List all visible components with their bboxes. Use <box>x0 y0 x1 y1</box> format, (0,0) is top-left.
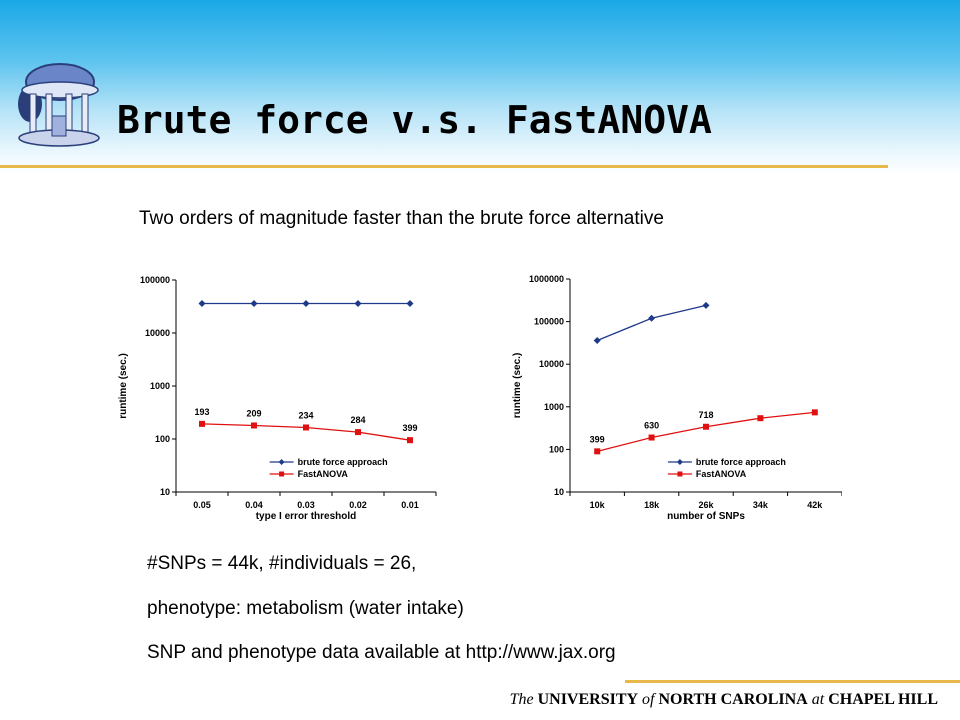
fastanova-point <box>594 448 601 455</box>
phenotype-note: phenotype: metabolism (water intake) <box>147 598 464 619</box>
brute-point <box>406 300 414 308</box>
x-tick-label: 26k <box>698 500 714 510</box>
y-tick-label: 1000 <box>150 381 170 391</box>
data-label: 718 <box>698 410 713 420</box>
brute-point <box>702 301 710 309</box>
university-footer: The UNIVERSITY of NORTH CAROLINA at CHAP… <box>510 691 938 709</box>
fastanova-point <box>355 429 361 436</box>
slide-title: Brute force v.s. FastANOVA <box>117 98 712 142</box>
legend-label: FastANOVA <box>298 469 349 479</box>
footer-at: at <box>811 691 825 708</box>
brute-point <box>354 300 362 308</box>
x-axis-label: number of SNPs <box>667 511 745 522</box>
footer-nc: NORTH CAROLINA <box>658 691 808 708</box>
y-tick-label: 1000 <box>544 402 564 412</box>
y-tick-label: 100000 <box>534 317 564 327</box>
legend-label: FastANOVA <box>696 469 747 479</box>
y-tick-label: 100000 <box>140 275 170 285</box>
footer-the: The <box>509 691 534 708</box>
y-tick-label: 100 <box>549 444 564 454</box>
y-tick-label: 10 <box>554 487 564 497</box>
series-line-brute <box>596 304 707 342</box>
data-label: 234 <box>298 410 313 420</box>
data-label: 193 <box>194 407 209 417</box>
x-axis-label: type I error threshold <box>256 511 357 522</box>
y-tick-label: 10 <box>160 487 170 497</box>
data-label: 209 <box>246 408 261 418</box>
y-tick-label: 10000 <box>145 328 170 338</box>
fastanova-point <box>703 423 709 430</box>
old-well-logo <box>18 63 100 147</box>
legend-marker <box>676 459 683 465</box>
data-label: 399 <box>402 423 417 433</box>
brute-point <box>648 314 656 322</box>
dataset-note: #SNPs = 44k, #individuals = 26, <box>147 553 417 574</box>
data-label: 630 <box>644 421 659 431</box>
legend-marker <box>279 471 285 477</box>
legend-marker <box>677 471 683 477</box>
y-axis-label: runtime (sec.) <box>512 353 523 419</box>
data-label: 399 <box>590 434 605 444</box>
y-axis-label: runtime (sec.) <box>118 353 129 419</box>
fastanova-point <box>199 420 205 427</box>
brute-point <box>593 337 601 345</box>
brute-point <box>302 300 310 308</box>
footer-of: of <box>642 691 655 708</box>
y-tick-label: 10000 <box>539 359 564 369</box>
x-tick-label: 0.05 <box>193 500 211 510</box>
data-label: 284 <box>350 415 365 425</box>
footer-university: UNIVERSITY <box>537 691 639 708</box>
legend-label: brute force approach <box>298 457 388 467</box>
chart-snps-runtime: 10 100 1000 10000 100000 1000000 10k 18k 26k 34k 4… <box>512 274 842 522</box>
legend-marker <box>278 459 285 465</box>
x-tick-label: 34k <box>753 500 769 510</box>
x-tick-label: 18k <box>644 500 660 510</box>
brute-point <box>198 300 206 308</box>
footer-ch: CHAPEL HILL <box>828 691 938 708</box>
brute-point <box>250 300 258 308</box>
x-tick-label: 0.01 <box>401 500 419 510</box>
subtitle: Two orders of magnitude faster than the … <box>139 208 664 229</box>
fastanova-point <box>757 415 764 422</box>
y-tick-label: 100 <box>155 434 170 444</box>
fastanova-point <box>251 422 257 429</box>
data-source-note: SNP and phenotype data available at http… <box>147 642 616 663</box>
fastanova-point <box>303 424 309 431</box>
x-tick-label: 0.04 <box>245 500 263 510</box>
fastanova-point <box>407 437 413 444</box>
title-underline <box>0 165 888 168</box>
x-tick-label: 0.02 <box>349 500 367 510</box>
fastanova-point <box>648 434 655 441</box>
x-tick-label: 10k <box>590 500 606 510</box>
legend-label: brute force approach <box>696 457 786 467</box>
x-tick-label: 0.03 <box>297 500 315 510</box>
chart-threshold-runtime: 10 100 1000 10000 100000 0.05 0.04 0.03 0.02 0.01… <box>118 275 437 522</box>
y-tick-label: 1000000 <box>529 274 564 284</box>
fastanova-point <box>811 409 818 416</box>
x-tick-label: 42k <box>807 500 823 510</box>
footer-line <box>625 680 960 683</box>
